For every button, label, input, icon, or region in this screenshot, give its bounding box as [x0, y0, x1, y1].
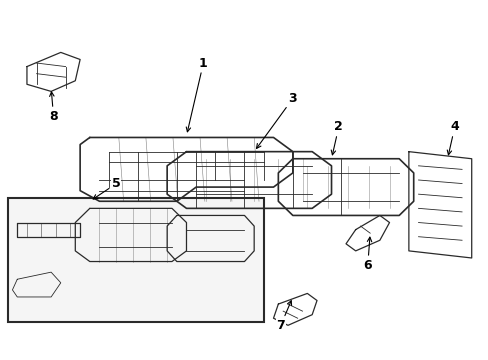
Text: 7: 7 — [276, 301, 291, 332]
Text: 6: 6 — [363, 237, 371, 271]
Text: 1: 1 — [186, 57, 207, 132]
Text: 5: 5 — [93, 177, 121, 199]
Bar — [8, 198, 264, 322]
Text: 3: 3 — [256, 92, 297, 148]
Text: 8: 8 — [49, 92, 58, 123]
Text: 4: 4 — [447, 120, 458, 155]
Text: 2: 2 — [330, 120, 343, 155]
